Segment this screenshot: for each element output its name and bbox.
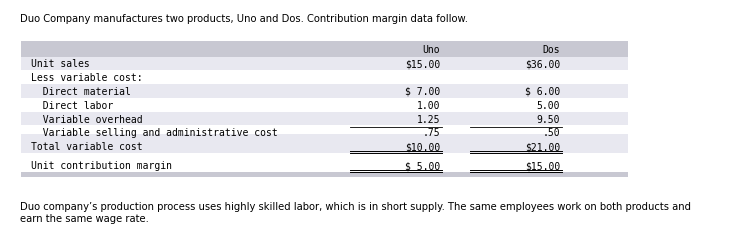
Bar (21, 71, 628, 85)
Text: 5.00: 5.00 (536, 100, 560, 110)
Text: $15.00: $15.00 (525, 161, 560, 171)
Text: $10.00: $10.00 (405, 142, 440, 152)
Text: .50: .50 (542, 128, 560, 138)
Text: Total variable cost: Total variable cost (30, 142, 143, 152)
Text: $ 6.00: $ 6.00 (525, 87, 560, 97)
Text: $36.00: $36.00 (525, 59, 560, 69)
Bar (21, 112, 628, 126)
Bar (21, 159, 628, 173)
Text: $ 5.00: $ 5.00 (405, 161, 440, 171)
Text: Unit sales: Unit sales (30, 59, 90, 69)
Text: Uno: Uno (422, 45, 440, 55)
Bar (21, 42, 628, 57)
Text: Variable overhead: Variable overhead (30, 114, 143, 124)
Text: Variable selling and administrative cost: Variable selling and administrative cost (30, 128, 278, 138)
Bar (21, 126, 628, 140)
Text: Duo company’s production process uses highly skilled labor, which is in short su: Duo company’s production process uses hi… (20, 201, 691, 223)
Text: Duo Company manufactures two products, Uno and Dos. Contribution margin data fol: Duo Company manufactures two products, U… (20, 14, 468, 24)
Text: 1.25: 1.25 (417, 114, 440, 124)
Text: 1.00: 1.00 (417, 100, 440, 110)
Text: .75: .75 (422, 128, 440, 138)
Text: $ 7.00: $ 7.00 (405, 87, 440, 97)
Bar (21, 85, 628, 98)
Bar (21, 173, 628, 178)
Bar (21, 57, 628, 71)
Text: $21.00: $21.00 (525, 142, 560, 152)
Text: Dos: Dos (542, 45, 560, 55)
Text: $15.00: $15.00 (405, 59, 440, 69)
Bar (21, 98, 628, 112)
Text: 9.50: 9.50 (536, 114, 560, 124)
Bar (21, 134, 628, 153)
Text: Less variable cost:: Less variable cost: (30, 73, 143, 83)
Text: Direct labor: Direct labor (30, 100, 113, 110)
Text: Unit contribution margin: Unit contribution margin (30, 161, 172, 171)
Text: Direct material: Direct material (30, 87, 131, 97)
